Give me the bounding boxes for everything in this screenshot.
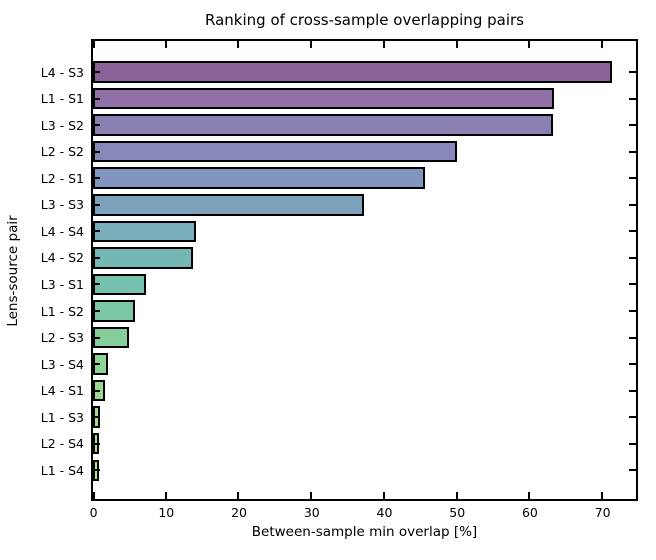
y-tick-mark — [629, 309, 636, 312]
y-tick-label: L3 - S2 — [40, 117, 84, 133]
y-tick-mark — [629, 469, 636, 472]
y-tick-mark — [629, 283, 636, 286]
x-tick-mark — [601, 41, 604, 48]
chart-title: Ranking of cross-sample overlapping pair… — [205, 11, 524, 29]
y-tick-label: L3 - S1 — [40, 277, 84, 292]
y-tick-mark — [93, 336, 100, 339]
x-tick-mark — [528, 41, 531, 48]
y-tick-label: L4 - S3 — [40, 64, 84, 80]
x-tick-mark — [237, 41, 240, 48]
y-tick-mark — [629, 97, 636, 100]
x-tick-label: 10 — [158, 505, 175, 520]
x-tick-mark — [310, 41, 313, 48]
y-tick-label: L2 - S1 — [40, 170, 84, 186]
y-tick-mark — [93, 150, 100, 153]
y-tick-mark — [93, 177, 100, 180]
y-tick-mark — [629, 442, 636, 445]
y-tick-mark — [93, 469, 100, 472]
y-tick-mark — [93, 309, 100, 312]
x-tick-mark — [93, 492, 95, 499]
y-tick-mark — [93, 256, 100, 259]
y-tick-label: L3 - S3 — [40, 197, 84, 213]
y-tick-label: L4 - S4 — [40, 223, 84, 239]
y-tick-mark — [93, 71, 100, 73]
bar-L4-S3 — [93, 61, 613, 83]
y-tick-mark — [629, 336, 636, 339]
y-tick-label: L3 - S4 — [40, 356, 84, 372]
y-tick-mark — [93, 124, 100, 127]
bar-L3-S2 — [93, 114, 553, 136]
y-tick-label: L1 - S2 — [40, 303, 84, 319]
y-tick-label: L4 - S2 — [40, 250, 84, 266]
y-tick-label: L1 - S4 — [40, 462, 84, 478]
bar-L4-S2 — [93, 247, 194, 269]
x-tick-mark — [382, 41, 385, 48]
x-tick-mark — [93, 41, 95, 48]
y-tick-label: L2 - S2 — [40, 144, 84, 160]
y-tick-label: L2 - S4 — [40, 436, 84, 452]
y-tick-mark — [93, 389, 100, 392]
x-axis-label: Between-sample min overlap [%] — [251, 524, 478, 540]
x-tick-mark — [528, 492, 531, 499]
x-tick-mark — [164, 41, 167, 48]
x-tick-mark — [455, 492, 458, 499]
y-tick-mark — [629, 177, 636, 180]
x-tick-mark — [455, 41, 458, 48]
bar-L2-S2 — [93, 140, 457, 163]
y-tick-mark — [629, 150, 636, 153]
y-tick-mark — [629, 389, 636, 392]
y-tick-mark — [93, 363, 100, 366]
y-tick-mark — [629, 363, 636, 366]
x-tick-label: 20 — [231, 505, 247, 520]
y-tick-mark — [629, 124, 636, 127]
bar-L4-S4 — [93, 220, 196, 243]
y-tick-mark — [93, 283, 100, 286]
plot-area — [91, 39, 638, 501]
y-tick-mark — [629, 203, 636, 206]
y-tick-mark — [93, 416, 100, 419]
x-tick-label: 30 — [303, 505, 320, 520]
y-tick-mark — [629, 256, 636, 259]
x-tick-label: 70 — [594, 505, 611, 520]
x-tick-mark — [237, 492, 240, 499]
y-tick-mark — [93, 442, 100, 445]
x-tick-label: 0 — [89, 505, 98, 520]
y-tick-label: L1 - S1 — [40, 91, 84, 107]
y-tick-mark — [93, 97, 100, 100]
x-tick-label: 50 — [449, 505, 466, 520]
bar-L1-S1 — [93, 87, 555, 110]
x-tick-label: 40 — [376, 505, 393, 520]
x-tick-mark — [164, 492, 167, 499]
y-tick-label: L1 - S3 — [40, 409, 84, 425]
y-tick-mark — [629, 416, 636, 419]
x-tick-mark — [382, 492, 385, 499]
x-tick-label: 60 — [521, 505, 538, 520]
bar-L2-S1 — [93, 167, 426, 189]
y-tick-mark — [93, 203, 100, 206]
x-tick-mark — [310, 492, 313, 499]
bar-L3-S3 — [93, 194, 364, 216]
y-tick-label: L2 - S3 — [40, 330, 84, 346]
y-tick-mark — [629, 230, 636, 233]
x-tick-mark — [601, 492, 604, 499]
bar-L3-S1 — [93, 273, 147, 296]
y-tick-mark — [93, 230, 100, 233]
y-tick-label: L4 - S1 — [40, 383, 84, 399]
y-tick-mark — [629, 71, 636, 73]
